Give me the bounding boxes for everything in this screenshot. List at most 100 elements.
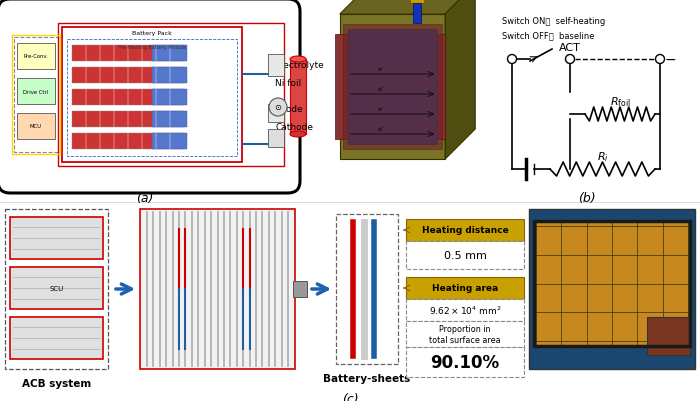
Bar [128, 90, 142, 106]
Bar [406, 219, 524, 241]
Bar [128, 68, 142, 84]
Bar [268, 130, 284, 148]
Bar [268, 105, 284, 123]
FancyBboxPatch shape [0, 0, 300, 194]
Ellipse shape [290, 132, 306, 138]
Bar [348, 30, 437, 145]
Bar [156, 112, 170, 128]
Bar [17, 114, 55, 140]
Text: e⁻: e⁻ [377, 87, 384, 92]
Bar [534, 221, 690, 346]
Bar [86, 46, 100, 62]
Bar [86, 68, 100, 84]
Bar [72, 134, 184, 150]
Bar [114, 134, 128, 150]
Bar [290, 60, 306, 135]
Bar [152, 90, 187, 106]
Text: ACT: ACT [559, 43, 581, 53]
Text: (a): (a) [136, 192, 154, 205]
Bar [170, 68, 184, 84]
Bar [152, 134, 187, 150]
Text: −: − [665, 53, 677, 67]
Text: e⁻: e⁻ [377, 127, 384, 132]
Text: MCU: MCU [30, 124, 42, 129]
Text: 90.10%: 90.10% [430, 353, 500, 371]
Bar [72, 90, 184, 106]
Text: ⊙: ⊙ [274, 103, 281, 112]
Bar [114, 46, 128, 62]
Bar [100, 68, 114, 84]
Text: Proportion in
total surface area: Proportion in total surface area [429, 324, 500, 344]
Bar [412, 4, 421, 24]
Bar [72, 112, 86, 128]
Bar [72, 68, 184, 84]
Text: Activation
terminal (ACT): Activation terminal (ACT) [0, 400, 1, 401]
Bar [10, 267, 103, 309]
Text: $9.62\times10^4$ mm$^2$: $9.62\times10^4$ mm$^2$ [428, 304, 501, 316]
Bar [10, 217, 103, 259]
Bar [17, 44, 55, 70]
Bar [10, 317, 103, 359]
Text: Pre-Conv.: Pre-Conv. [24, 55, 48, 59]
Text: $R_{\mathrm{foil}}$: $R_{\mathrm{foil}}$ [610, 95, 631, 109]
Bar [170, 90, 184, 106]
Bar [62, 28, 242, 162]
Text: Battery Pack: Battery Pack [132, 31, 172, 36]
Bar [336, 215, 398, 364]
Bar [72, 46, 184, 62]
Bar [406, 321, 524, 347]
Bar [170, 112, 184, 128]
Bar [293, 281, 307, 297]
Bar [100, 134, 114, 150]
Bar [72, 90, 86, 106]
Bar [529, 209, 695, 369]
Bar [100, 46, 114, 62]
Bar [152, 68, 187, 84]
Bar [100, 90, 114, 106]
Text: 0.5 mm: 0.5 mm [444, 250, 486, 260]
Text: Anode: Anode [275, 105, 304, 114]
Bar [406, 241, 524, 269]
Text: Heating distance: Heating distance [421, 226, 508, 235]
Bar [86, 112, 100, 128]
Bar [534, 221, 690, 346]
Polygon shape [340, 0, 475, 15]
Bar [72, 46, 86, 62]
Bar [67, 40, 237, 157]
Bar [128, 134, 142, 150]
Text: Pre-Heating Battery Module: Pre-Heating Battery Module [118, 45, 186, 49]
Bar [86, 90, 100, 106]
Bar [114, 68, 128, 84]
Bar [156, 90, 170, 106]
Bar [72, 112, 184, 128]
Bar [58, 24, 284, 166]
Text: Switch ON：  self-heating: Switch ON： self-heating [502, 18, 606, 26]
Bar [343, 25, 442, 150]
Bar [114, 112, 128, 128]
Text: e⁻: e⁻ [377, 67, 384, 72]
Ellipse shape [290, 57, 306, 63]
Text: (b): (b) [578, 192, 596, 205]
Bar [86, 134, 100, 150]
Ellipse shape [655, 55, 664, 64]
Bar [268, 55, 284, 77]
Ellipse shape [566, 55, 575, 64]
Ellipse shape [508, 55, 517, 64]
Bar [335, 35, 445, 140]
Text: Electrolyte: Electrolyte [275, 60, 323, 69]
Bar [5, 209, 108, 369]
Text: Battery-sheets: Battery-sheets [323, 373, 411, 383]
Text: SCU: SCU [50, 285, 64, 291]
Bar [152, 46, 187, 62]
Text: e⁻: e⁻ [377, 107, 384, 112]
Text: Drive Ctrl: Drive Ctrl [23, 89, 48, 94]
Text: Switch OFF：  baseline: Switch OFF： baseline [502, 31, 594, 41]
Text: Switch: Switch [0, 400, 1, 401]
Text: Cathode: Cathode [275, 122, 313, 131]
Bar [170, 134, 184, 150]
Bar [142, 112, 156, 128]
Bar [340, 15, 445, 160]
Text: Heating area: Heating area [432, 284, 498, 293]
Bar [410, 0, 424, 4]
Ellipse shape [269, 99, 287, 117]
